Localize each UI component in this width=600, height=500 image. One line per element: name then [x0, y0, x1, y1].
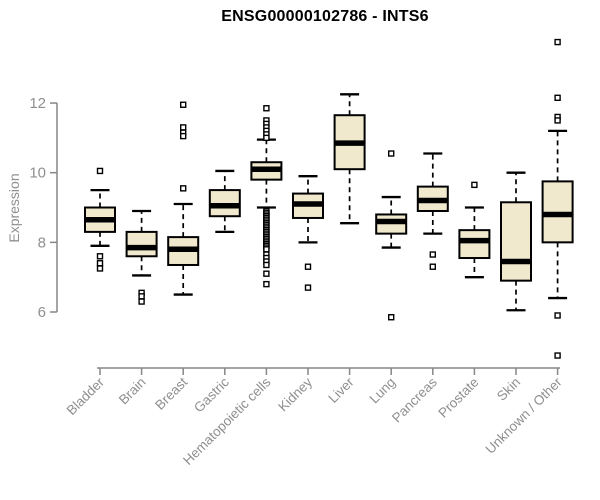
y-tick-label: 8: [38, 234, 46, 251]
x-tick-label: Kidney: [275, 374, 315, 414]
outlier-point: [304, 263, 312, 270]
outlier-point: [138, 293, 145, 300]
x-tick-label: Gastric: [191, 374, 232, 415]
outlier-point: [138, 298, 145, 305]
x-tick-label: Pancreas: [389, 374, 440, 425]
y-tick-label: 6: [38, 304, 46, 321]
boxplot-kidney: [292, 175, 324, 291]
outlier-point: [179, 185, 187, 192]
outlier-point: [263, 134, 270, 142]
outlier-point: [429, 251, 436, 258]
box: [500, 201, 532, 282]
outlier-point: [304, 284, 312, 291]
outlier-point: [471, 181, 478, 189]
outlier-point: [263, 246, 270, 253]
boxplot-lung: [375, 150, 408, 321]
x-tick-label: Liver: [325, 374, 357, 406]
outlier-point: [554, 94, 561, 101]
boxplot-prostate: [458, 181, 491, 279]
x-tick-label: Bladder: [64, 374, 108, 418]
outlier-point: [554, 38, 561, 46]
boxplot-breast: [167, 101, 200, 296]
x-tick-label: Prostate: [435, 375, 481, 421]
x-tick-label: Lung: [366, 375, 398, 407]
outlier-point: [554, 117, 561, 124]
outlier-point: [263, 280, 270, 288]
outlier-point: [179, 101, 187, 108]
outlier-point: [263, 261, 270, 269]
boxplot-gastric: [208, 169, 241, 234]
y-tick-label: 10: [29, 165, 46, 182]
boxplot-pancreas: [416, 152, 449, 270]
outlier-point: [388, 150, 395, 157]
box: [458, 229, 491, 260]
y-tick-label: 12: [29, 95, 46, 112]
outlier-point: [96, 265, 104, 272]
outlier-point: [96, 167, 104, 175]
x-tick-label: Unknown / Other: [482, 374, 565, 457]
outlier-point: [263, 270, 270, 277]
outlier-point: [179, 132, 187, 140]
outlier-point: [179, 124, 187, 131]
boxplot-bladder: [84, 167, 116, 272]
box: [125, 230, 158, 258]
boxplot-liver: [333, 93, 366, 225]
chart-title: ENSG00000102786 - INTS6: [221, 8, 429, 25]
x-tick-label: Skin: [494, 375, 523, 404]
x-tick-label: Breast: [152, 374, 190, 412]
outlier-point: [263, 105, 270, 112]
boxplot-unknown-other: [541, 38, 574, 359]
boxplot-hematopoietic-cells: [250, 105, 283, 288]
boxplot-brain: [125, 209, 158, 305]
outlier-point: [554, 352, 561, 359]
boxplot-skin: [500, 171, 532, 312]
outlier-point: [429, 263, 436, 270]
outlier-point: [96, 253, 104, 260]
outlier-point: [96, 260, 104, 267]
x-tick-label: Brain: [116, 375, 149, 408]
outlier-point: [554, 312, 561, 319]
outlier-point: [388, 314, 395, 321]
